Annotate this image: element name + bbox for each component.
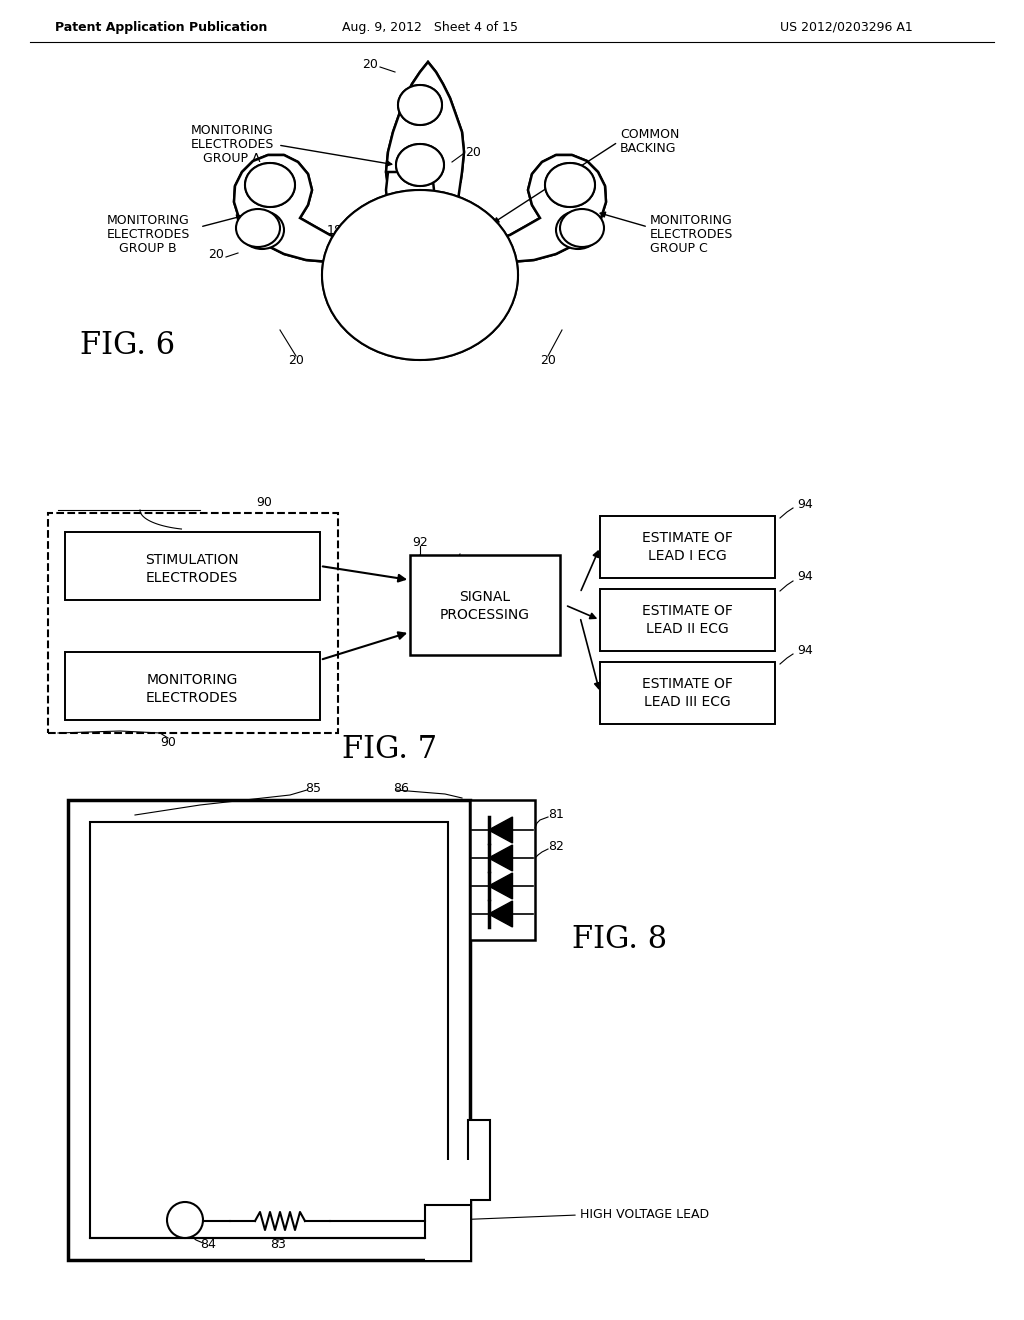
Text: 94: 94	[797, 498, 813, 511]
Text: COMMON: COMMON	[620, 128, 679, 141]
Polygon shape	[386, 62, 464, 224]
Ellipse shape	[396, 144, 444, 186]
Text: 20: 20	[465, 145, 481, 158]
Text: US 2012/0203296 A1: US 2012/0203296 A1	[780, 21, 912, 33]
Polygon shape	[465, 154, 606, 261]
Text: 20: 20	[388, 253, 403, 267]
Text: 94: 94	[797, 644, 813, 656]
Text: STIMULATION: STIMULATION	[373, 257, 467, 272]
Polygon shape	[488, 845, 512, 871]
Text: ELECTRODES: ELECTRODES	[106, 227, 189, 240]
Text: 92: 92	[412, 536, 428, 549]
FancyBboxPatch shape	[65, 652, 319, 719]
Ellipse shape	[240, 211, 284, 249]
Text: ELECTRODES: ELECTRODES	[145, 572, 239, 585]
Text: 82: 82	[548, 841, 564, 854]
FancyBboxPatch shape	[425, 1160, 470, 1261]
Polygon shape	[234, 154, 375, 261]
FancyBboxPatch shape	[68, 800, 470, 1261]
Text: FIG. 8: FIG. 8	[572, 924, 668, 956]
Text: MONITORING: MONITORING	[146, 673, 238, 686]
Text: 20: 20	[288, 354, 304, 367]
Text: ELECTRODES: ELECTRODES	[145, 690, 239, 705]
Ellipse shape	[556, 211, 600, 249]
Text: 85: 85	[305, 781, 321, 795]
Text: ELECTRODE: ELECTRODE	[378, 279, 462, 292]
Ellipse shape	[398, 84, 442, 125]
Text: MONITORING: MONITORING	[650, 214, 733, 227]
FancyBboxPatch shape	[600, 516, 775, 578]
Polygon shape	[386, 62, 464, 224]
Text: ELECTRODES: ELECTRODES	[650, 227, 733, 240]
Text: STIMULATION: STIMULATION	[373, 257, 467, 272]
FancyBboxPatch shape	[65, 532, 319, 601]
Text: 20: 20	[362, 58, 378, 71]
Ellipse shape	[322, 190, 518, 360]
Ellipse shape	[245, 162, 295, 207]
Text: GROUP B: GROUP B	[119, 242, 177, 255]
Text: MONITORING: MONITORING	[190, 124, 273, 136]
FancyBboxPatch shape	[470, 800, 535, 940]
Ellipse shape	[396, 144, 444, 186]
Ellipse shape	[545, 162, 595, 207]
Text: 18: 18	[327, 223, 343, 236]
Text: ESTIMATE OF: ESTIMATE OF	[642, 531, 733, 545]
Text: LEAD II ECG: LEAD II ECG	[646, 622, 729, 636]
Text: ELECTRODE: ELECTRODE	[378, 279, 462, 292]
Text: MONITORING: MONITORING	[106, 214, 189, 227]
Text: ELECTRODES: ELECTRODES	[190, 137, 273, 150]
FancyBboxPatch shape	[468, 1119, 490, 1200]
Polygon shape	[234, 154, 375, 261]
Text: PROCESSING: PROCESSING	[440, 609, 530, 622]
Text: Aug. 9, 2012   Sheet 4 of 15: Aug. 9, 2012 Sheet 4 of 15	[342, 21, 518, 33]
Text: BACKING: BACKING	[620, 143, 677, 156]
Text: HIGH VOLTAGE LEAD: HIGH VOLTAGE LEAD	[580, 1209, 710, 1221]
Text: STIMULATION: STIMULATION	[145, 553, 239, 568]
Text: 94: 94	[797, 570, 813, 583]
Polygon shape	[488, 902, 512, 927]
Text: GROUP C: GROUP C	[650, 242, 708, 255]
Text: 81: 81	[548, 808, 564, 821]
Text: FIG. 7: FIG. 7	[342, 734, 437, 766]
FancyBboxPatch shape	[90, 822, 449, 1238]
Circle shape	[167, 1203, 203, 1238]
Ellipse shape	[236, 209, 280, 247]
Text: 84: 84	[200, 1238, 216, 1251]
Polygon shape	[465, 154, 606, 261]
Polygon shape	[366, 180, 472, 257]
Text: FIG. 6: FIG. 6	[80, 330, 175, 360]
Ellipse shape	[398, 84, 442, 125]
Text: Patent Application Publication: Patent Application Publication	[55, 21, 267, 33]
Text: 20: 20	[540, 354, 556, 367]
Polygon shape	[386, 172, 451, 224]
Text: 83: 83	[270, 1238, 286, 1251]
Polygon shape	[488, 817, 512, 843]
FancyBboxPatch shape	[600, 589, 775, 651]
Text: 90: 90	[160, 735, 176, 748]
Ellipse shape	[322, 190, 518, 360]
Text: GROUP A: GROUP A	[203, 152, 261, 165]
Ellipse shape	[560, 209, 604, 247]
Text: ESTIMATE OF: ESTIMATE OF	[642, 605, 733, 618]
Text: 20: 20	[208, 248, 224, 261]
Text: SIGNAL: SIGNAL	[460, 590, 511, 605]
Ellipse shape	[245, 162, 295, 207]
Text: ESTIMATE OF: ESTIMATE OF	[642, 677, 733, 690]
Text: LEAD III ECG: LEAD III ECG	[644, 696, 731, 709]
FancyBboxPatch shape	[410, 554, 560, 655]
Text: 86: 86	[393, 781, 409, 795]
Text: LEAD I ECG: LEAD I ECG	[648, 549, 727, 564]
Text: 90: 90	[256, 495, 272, 508]
FancyBboxPatch shape	[600, 663, 775, 723]
Polygon shape	[488, 873, 512, 899]
Ellipse shape	[545, 162, 595, 207]
